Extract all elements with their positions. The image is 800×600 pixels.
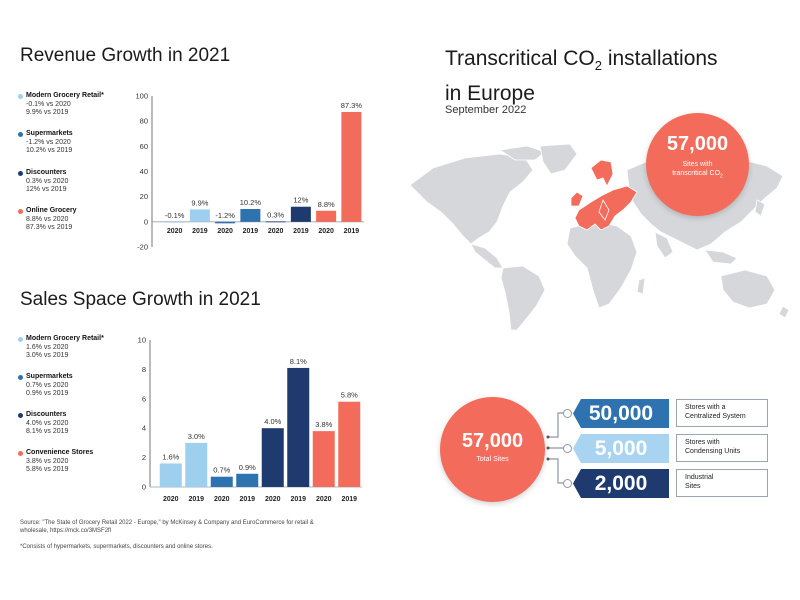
condensing-value: 5,000 bbox=[573, 434, 669, 463]
sales-title: Sales Space Growth in 2021 bbox=[20, 289, 261, 310]
bar-value-label: 9.9% bbox=[191, 198, 208, 207]
bar bbox=[215, 221, 236, 224]
centralized-value: 50,000 bbox=[573, 399, 669, 428]
y-tick-label: 10 bbox=[138, 336, 146, 345]
x-tick-label: 2020 bbox=[268, 228, 284, 235]
x-tick-label: 2020 bbox=[265, 496, 281, 503]
bar-value-label: 4.0% bbox=[264, 417, 281, 426]
bar-value-label: -0.1% bbox=[165, 211, 185, 220]
bar bbox=[210, 476, 233, 487]
bar bbox=[240, 208, 261, 222]
y-tick-label: 100 bbox=[135, 92, 148, 101]
legend-swatch bbox=[18, 375, 23, 380]
legend-item: Supermarkets -1.2% vs 2020 10.2% vs 2019 bbox=[18, 130, 126, 156]
y-tick-label: 6 bbox=[142, 394, 146, 403]
x-tick-label: 2019 bbox=[243, 228, 259, 235]
co2-date: September 2022 bbox=[445, 104, 527, 116]
connector-node bbox=[563, 444, 572, 453]
connector-node bbox=[563, 479, 572, 488]
bar bbox=[341, 111, 362, 222]
x-tick-label: 2020 bbox=[214, 496, 230, 503]
bar-value-label: 3.8% bbox=[315, 420, 332, 429]
sales-chart: 0 2 4 6 8 10 1.6% 2020 3.0% 2019 0.7% 2020 0.9% 2019 4… bbox=[138, 336, 362, 503]
legend-swatch bbox=[18, 451, 23, 456]
connector-node bbox=[563, 409, 572, 418]
co2-sites-badge: 57,000 Sites with transcritical CO2 bbox=[646, 113, 749, 216]
footnote: *Consists of hypermarkets, supermarkets,… bbox=[20, 544, 213, 550]
y-tick-label: 80 bbox=[140, 117, 148, 126]
bar bbox=[316, 210, 337, 222]
total-sites-badge: 57,000 Total Sites bbox=[440, 397, 545, 502]
bar-value-label: 10.2% bbox=[240, 198, 262, 207]
y-tick-label: 60 bbox=[140, 142, 148, 151]
x-tick-label: 2019 bbox=[188, 496, 204, 503]
bar-value-label: 0.3% bbox=[267, 210, 284, 219]
y-tick-label: 0 bbox=[144, 217, 148, 226]
bar bbox=[290, 206, 311, 222]
bar bbox=[265, 221, 286, 223]
bar-value-label: 5.8% bbox=[341, 391, 358, 400]
bar bbox=[312, 431, 335, 487]
industrial-label: Industrial Sites bbox=[676, 469, 768, 497]
x-tick-label: 2019 bbox=[293, 228, 309, 235]
y-tick-label: 40 bbox=[140, 167, 148, 176]
europe-highlight bbox=[570, 159, 638, 231]
bar bbox=[236, 473, 259, 487]
legend-item: Modern Grocery Retail* -0.1% vs 2020 9.9… bbox=[18, 92, 126, 118]
bar bbox=[287, 367, 310, 487]
bar-value-label: 0.7% bbox=[213, 466, 230, 475]
bar-value-label: 87.3% bbox=[341, 101, 363, 110]
y-tick-label: 0 bbox=[142, 483, 146, 492]
co2-title: Transcritical CO2 installations in Europ… bbox=[445, 47, 718, 106]
x-tick-label: 2019 bbox=[290, 496, 306, 503]
source-note: Source: "The State of Grocery Retail 202… bbox=[20, 520, 314, 534]
legend-swatch bbox=[18, 413, 23, 418]
x-tick-label: 2020 bbox=[318, 228, 334, 235]
y-tick-label: 4 bbox=[142, 424, 146, 433]
x-tick-label: 2019 bbox=[192, 228, 208, 235]
y-tick-label: 2 bbox=[142, 453, 146, 462]
legend-swatch bbox=[18, 337, 23, 342]
y-tick-label: 20 bbox=[140, 192, 148, 201]
legend-swatch bbox=[18, 94, 23, 99]
condensing-label: Stores with Condensing Units bbox=[676, 434, 768, 462]
revenue-chart: -20 0 20 40 60 80 100 -0.1% 2020 9.9% 2019 -1.2% 202… bbox=[135, 92, 364, 252]
bar-value-label: 3.0% bbox=[188, 432, 205, 441]
bar-value-label: 12% bbox=[293, 196, 308, 205]
bar bbox=[261, 428, 284, 487]
revenue-title: Revenue Growth in 2021 bbox=[20, 45, 231, 66]
legend-item: Supermarkets 0.7% vs 2020 0.9% vs 2019 bbox=[18, 373, 126, 399]
bar bbox=[164, 221, 185, 223]
centralized-label: Stores with a Centralized System bbox=[676, 399, 768, 427]
x-tick-label: 2020 bbox=[316, 496, 332, 503]
bar bbox=[185, 442, 208, 487]
bar bbox=[338, 401, 361, 487]
legend-item: Discounters 4.0% vs 2020 8.1% vs 2019 bbox=[18, 411, 126, 437]
bar bbox=[189, 209, 210, 222]
bar bbox=[159, 463, 182, 487]
legend-item: Discounters 0.3% vs 2020 12% vs 2019 bbox=[18, 169, 126, 195]
x-tick-label: 2020 bbox=[217, 228, 233, 235]
bar-value-label: -1.2% bbox=[215, 211, 235, 220]
y-tick-label: 8 bbox=[142, 365, 146, 374]
bar-value-label: 8.8% bbox=[318, 200, 335, 209]
legend-swatch bbox=[18, 171, 23, 176]
legend-item: Convenience Stores 3.8% vs 2020 5.8% vs … bbox=[18, 449, 126, 475]
x-tick-label: 2020 bbox=[167, 228, 183, 235]
x-tick-label: 2020 bbox=[163, 496, 179, 503]
industrial-value: 2,000 bbox=[573, 469, 669, 498]
y-tick-label: -20 bbox=[137, 243, 148, 252]
legend-swatch bbox=[18, 209, 23, 214]
bar-value-label: 1.6% bbox=[162, 452, 179, 461]
bar-value-label: 0.9% bbox=[239, 463, 256, 472]
x-tick-label: 2019 bbox=[239, 496, 255, 503]
x-tick-label: 2019 bbox=[341, 496, 357, 503]
bar-value-label: 8.1% bbox=[290, 357, 307, 366]
legend-item: Modern Grocery Retail* 1.6% vs 2020 3.0%… bbox=[18, 335, 126, 361]
legend-swatch bbox=[18, 132, 23, 137]
x-tick-label: 2019 bbox=[344, 228, 360, 235]
legend-item: Online Grocery 8.8% vs 2020 87.3% vs 201… bbox=[18, 207, 126, 233]
